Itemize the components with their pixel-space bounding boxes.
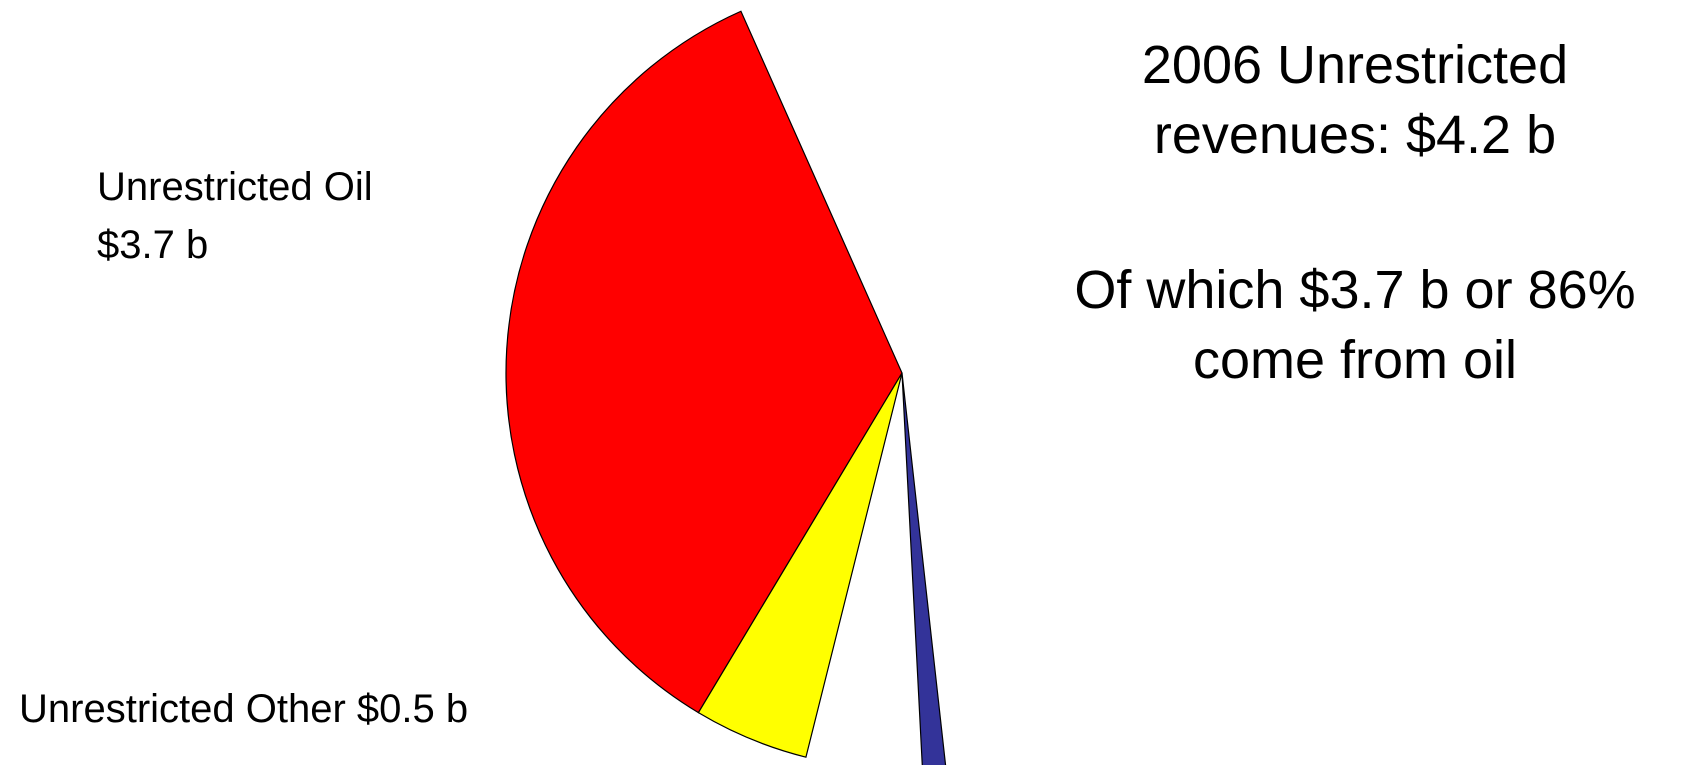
slice-label: Unrestricted Other $0.5 b xyxy=(19,687,469,731)
title-line: revenues: $4.2 b xyxy=(1153,105,1557,165)
subtitle: Of which $3.7 b or 86% come from oil xyxy=(1010,255,1693,395)
subtitle-line: come from oil xyxy=(1192,330,1518,390)
pie-slice xyxy=(697,372,903,758)
title-line: 2006 Unrestricted xyxy=(1141,35,1569,95)
slice-label: Unrestricted Oil $3.7 b xyxy=(97,165,395,267)
pie-slice xyxy=(901,372,947,765)
title: 2006 Unrestricted revenues: $4.2 b xyxy=(1010,30,1693,170)
subtitle-line: Of which $3.7 b or 86% xyxy=(1074,260,1636,320)
